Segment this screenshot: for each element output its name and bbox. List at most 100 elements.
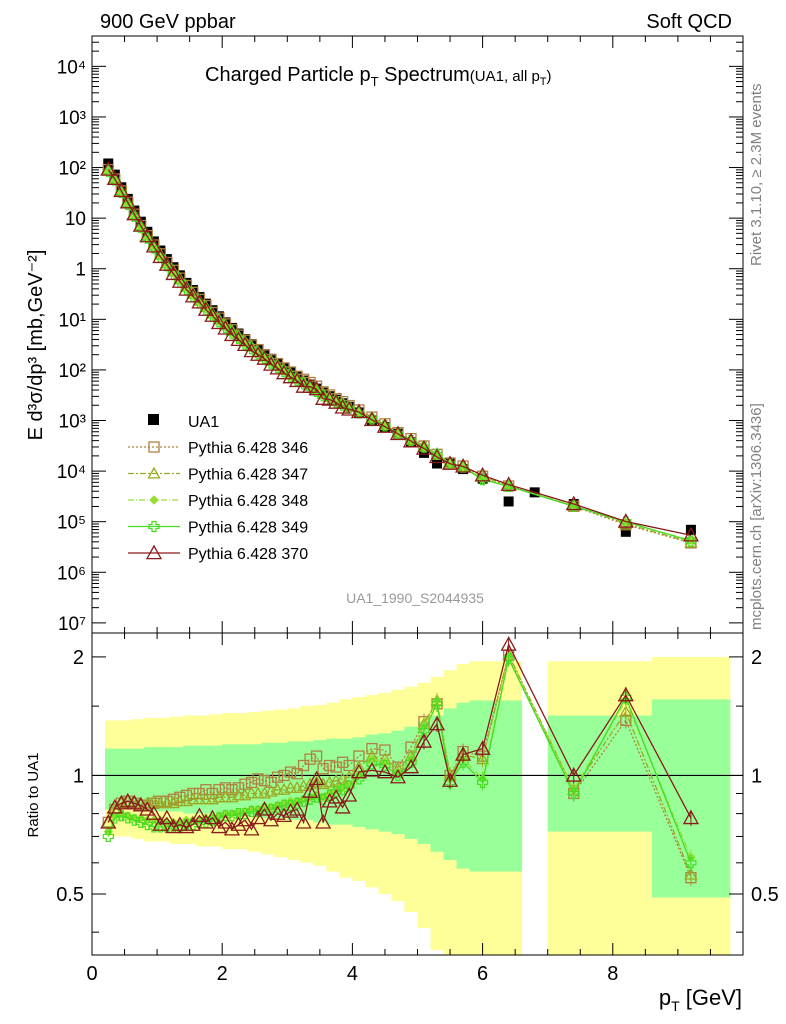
- series-main: [101, 162, 698, 548]
- band-inner: [417, 721, 431, 844]
- y-tick-label: 10²: [59, 361, 86, 382]
- x-tick-label: 8: [607, 963, 618, 985]
- ratio-marker: [139, 801, 156, 816]
- ratio-marker: [121, 794, 135, 807]
- band-inner: [222, 744, 236, 816]
- ratio-marker: [323, 759, 336, 772]
- legend-marker-ua1: [148, 414, 159, 425]
- series-marker: [100, 161, 117, 176]
- ratio-marker: [309, 775, 324, 788]
- band-inner: [430, 715, 444, 852]
- side-label-mcplots: mcplots.cern.ch [arXiv:1306.3436]: [748, 403, 765, 630]
- ratio-marker: [236, 811, 254, 827]
- ratio-marker: [106, 798, 123, 814]
- series-marker: [308, 380, 325, 396]
- ratio-marker: [210, 818, 228, 834]
- series-marker: [617, 513, 634, 528]
- main-plot: 10⁷ 10⁶ 10⁵ 10⁴ 10³ 10² 10¹ 1 10 10² 10³ 10⁴: [57, 35, 744, 635]
- series-marker: [197, 301, 215, 316]
- ratio-marker: [441, 772, 459, 787]
- y-tick-label: 10: [65, 209, 86, 230]
- ratio-marker: [379, 744, 391, 756]
- ua1-point: [685, 524, 696, 535]
- ratio-marker: [376, 763, 394, 779]
- ratio-marker: [271, 771, 284, 783]
- ratio-marker: [304, 753, 316, 765]
- series-marker: [152, 248, 169, 264]
- ratio-marker: [256, 801, 273, 816]
- ratio-marker: [100, 814, 117, 829]
- ratio-line: [107, 642, 692, 831]
- ratio-marker: [301, 783, 319, 798]
- ratio-marker: [477, 776, 489, 789]
- ratio-marker: [295, 814, 312, 829]
- ratio-marker: [297, 759, 310, 772]
- series-marker: [191, 293, 208, 309]
- y-axis-label-ratio: Ratio to UA1: [25, 752, 42, 837]
- header-right: Soft QCD: [646, 11, 732, 33]
- series-marker: [256, 350, 273, 365]
- series-marker: [126, 205, 143, 221]
- ratio-marker: [184, 816, 202, 831]
- ratio-marker: [350, 763, 368, 779]
- ratio-marker: [193, 787, 206, 800]
- series-marker: [165, 265, 182, 281]
- ratio-marker: [132, 796, 149, 812]
- x-tick-label: 0: [86, 963, 97, 985]
- series-marker: [376, 418, 394, 433]
- ratio-marker: [392, 769, 404, 782]
- ratio-tick-label-right: 2: [751, 647, 762, 669]
- ratio-marker: [341, 787, 358, 802]
- ratio-marker: [178, 818, 195, 834]
- series-line: [107, 169, 692, 544]
- series-marker: [184, 287, 202, 303]
- ratio-marker: [366, 742, 378, 755]
- band-inner: [196, 745, 210, 814]
- ua1-point: [503, 496, 514, 507]
- ratio-marker: [317, 763, 329, 775]
- ua1-point: [620, 526, 631, 537]
- legend-marker: [148, 520, 160, 533]
- series-marker: [275, 364, 293, 380]
- series-marker: [106, 170, 123, 185]
- ua1-point: [142, 226, 153, 237]
- band-inner: [105, 748, 119, 810]
- ratio-marker: [197, 814, 215, 829]
- ua1-point: [194, 292, 205, 303]
- ratio-marker: [199, 792, 213, 805]
- ua1-point: [432, 458, 443, 469]
- band-inner: [352, 737, 366, 827]
- ratio-marker: [243, 820, 260, 836]
- y-tick-label: 10³: [59, 108, 86, 129]
- ratio-marker: [192, 792, 207, 805]
- ratio-marker: [270, 782, 285, 795]
- ratio-marker: [428, 715, 446, 731]
- y-tick-label: 10⁴: [57, 462, 86, 483]
- ratio-marker: [251, 786, 265, 799]
- series-marker: [269, 359, 286, 375]
- ua1-point: [419, 447, 430, 458]
- legend-marker: [145, 544, 163, 560]
- x-tick-label: 6: [477, 963, 488, 985]
- series-marker: [249, 346, 267, 361]
- ratio-marker: [217, 814, 234, 829]
- ratio-tick-label-right: 0.5: [751, 884, 779, 906]
- y-tick-label: 10²: [59, 159, 86, 180]
- ratio-marker: [145, 805, 162, 820]
- series-marker: [230, 331, 247, 347]
- ratio-marker: [475, 752, 490, 765]
- ratio-marker: [230, 816, 247, 831]
- series-marker: [328, 394, 345, 409]
- series-marker: [158, 256, 175, 271]
- ratio-marker: [165, 818, 182, 834]
- ratio-marker: [321, 792, 338, 808]
- ratio-marker: [619, 705, 633, 717]
- ratio-marker: [226, 784, 238, 796]
- ratio-line: [107, 652, 692, 875]
- ratio-marker: [249, 809, 267, 825]
- ratio-marker: [500, 636, 517, 651]
- series-marker: [428, 448, 446, 464]
- ratio-marker: [288, 801, 306, 816]
- series-main: [102, 165, 697, 547]
- legend-label: Pythia 6.428 349: [188, 520, 308, 537]
